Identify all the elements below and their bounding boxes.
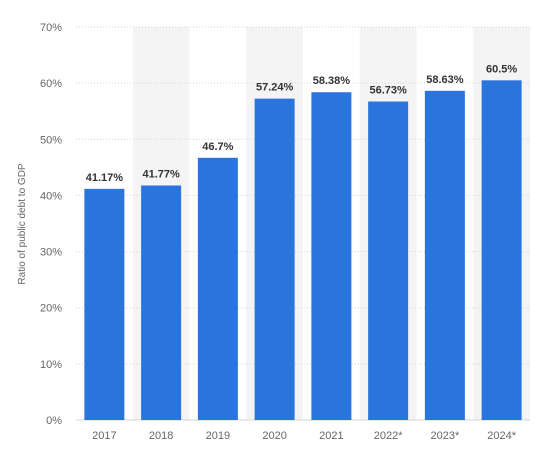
y-axis-title: Ratio of public debt to GDP bbox=[17, 163, 28, 285]
data-label: 56.73% bbox=[369, 85, 407, 97]
x-tick-label: 2019 bbox=[206, 430, 230, 442]
x-tick-label: 2024* bbox=[487, 430, 516, 442]
y-tick-label: 40% bbox=[40, 190, 62, 202]
bars bbox=[84, 80, 522, 421]
data-label: 57.24% bbox=[256, 82, 294, 94]
y-tick-label: 20% bbox=[40, 303, 62, 315]
value-labels: 41.17% 41.77% 46.7% 57.24% 58.38% 56.73% 58.63… bbox=[86, 63, 518, 184]
y-tick-label: 0% bbox=[46, 415, 62, 427]
x-tick-label: 2021 bbox=[319, 430, 343, 442]
bar[interactable] bbox=[141, 185, 182, 420]
data-label: 60.5% bbox=[486, 63, 517, 75]
bar[interactable] bbox=[254, 98, 295, 421]
y-tick-label: 10% bbox=[40, 359, 62, 371]
bar[interactable] bbox=[197, 157, 238, 420]
bar[interactable] bbox=[424, 90, 465, 421]
bar[interactable] bbox=[84, 188, 125, 420]
y-tick-label: 30% bbox=[40, 247, 62, 259]
data-label: 58.63% bbox=[426, 74, 464, 86]
x-tick-label: 2017 bbox=[92, 430, 116, 442]
data-label: 41.17% bbox=[86, 172, 124, 184]
y-tick-label: 70% bbox=[40, 22, 62, 34]
data-label: 58.38% bbox=[313, 75, 351, 87]
x-tick-label: 2018 bbox=[149, 430, 173, 442]
data-label: 41.77% bbox=[142, 168, 180, 180]
x-tick-label: 2022* bbox=[374, 430, 403, 442]
y-tick-label: 60% bbox=[40, 78, 62, 90]
x-tick-label: 2020 bbox=[262, 430, 286, 442]
y-axis: 0% 10% 20% 30% 40% 50% 60% 70% bbox=[40, 22, 62, 427]
x-tick-label: 2023* bbox=[430, 430, 459, 442]
data-label: 46.7% bbox=[202, 141, 233, 153]
bar[interactable] bbox=[311, 92, 352, 420]
x-axis: 2017 2018 2019 2020 2021 2022* 2023* 2024* bbox=[92, 430, 517, 442]
bar[interactable] bbox=[368, 101, 409, 420]
y-tick-label: 50% bbox=[40, 134, 62, 146]
bar[interactable] bbox=[481, 80, 522, 420]
